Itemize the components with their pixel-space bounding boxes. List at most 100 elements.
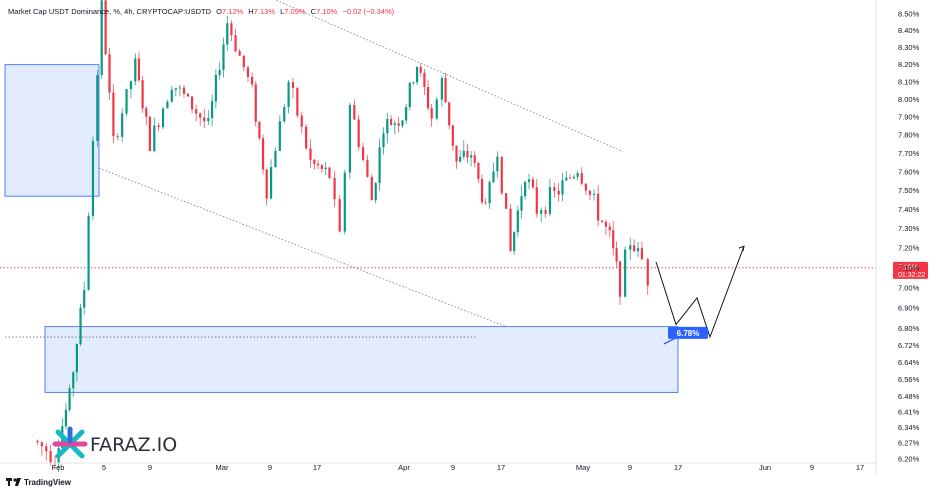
y-tick-label: 7.10% (898, 263, 920, 272)
candle-body (313, 159, 316, 164)
y-tick-label: 6.48% (898, 392, 920, 401)
candle-body (426, 87, 430, 109)
candle-body (505, 193, 508, 209)
demand-zone[interactable] (44, 326, 679, 393)
candle-body (513, 231, 516, 251)
candle-body (492, 171, 495, 183)
legend-low-label: L (280, 7, 284, 16)
x-tick-label: 17 (674, 463, 682, 472)
faraz-logo-text: FARAZ.IO (90, 434, 177, 456)
candle-body (572, 176, 575, 179)
price-axis[interactable]: 8.50% 8.40% 8.30% 8.20% 8.10% 8.00% 7.90% 7.80%… (898, 10, 920, 464)
candle-body (254, 84, 257, 122)
y-tick-label: 6.80% (898, 324, 920, 333)
candle-body (597, 193, 600, 221)
candle-body (640, 248, 644, 260)
candle-body (226, 23, 229, 45)
tradingview-label: TradingView (24, 478, 72, 487)
candle-body (430, 108, 433, 119)
y-tick-label: 7.00% (898, 283, 920, 292)
y-tick-label: 8.20% (898, 60, 920, 69)
candle-body (112, 92, 115, 137)
candle-body (338, 199, 341, 232)
candle-body (444, 78, 447, 103)
candle-body (305, 126, 308, 149)
target-badge[interactable] (668, 326, 708, 339)
candle-body (137, 58, 141, 81)
candle-body (470, 155, 473, 158)
candle-body (238, 51, 241, 56)
candle-body (296, 88, 299, 116)
candle-body (258, 121, 261, 139)
candle-body (629, 245, 632, 250)
candle-body (324, 167, 327, 170)
y-tick-label: 7.50% (898, 186, 920, 195)
legend-change-value: −0.02 (−0.34%) (342, 7, 394, 16)
candle-body (265, 169, 268, 199)
candle-body (401, 120, 404, 126)
channel-lower-line[interactable] (98, 167, 507, 328)
x-tick-label: 17 (856, 463, 864, 472)
x-tick-label: Apr (398, 463, 410, 472)
y-tick-label: 7.90% (898, 113, 920, 122)
candle-body (353, 104, 356, 120)
candle-body (535, 187, 538, 214)
candle-body (246, 67, 250, 77)
x-tick-label: 9 (810, 463, 814, 472)
candle-body (178, 87, 182, 89)
candle-body (157, 125, 160, 128)
projection-arrow-head (738, 245, 745, 252)
candle-body (412, 82, 415, 84)
last-price-badge[interactable] (893, 261, 928, 279)
candle-body (462, 150, 465, 157)
candle-body (230, 23, 233, 36)
candle-body (203, 117, 206, 122)
x-tick-label: 17 (313, 463, 321, 472)
target-badge-label: 6.78% (677, 329, 700, 338)
legend-low-value: 7.09% (284, 7, 306, 16)
candle-body (121, 113, 124, 137)
candle-body (320, 165, 323, 170)
candle-body (234, 35, 237, 52)
candle-body (91, 140, 95, 216)
x-tick-label: 9 (451, 463, 455, 472)
y-tick-label: 7.60% (898, 167, 920, 176)
candle-body (195, 109, 198, 114)
channel-upper-line[interactable] (270, 0, 624, 152)
candle-body (608, 226, 611, 231)
supply-zone[interactable] (4, 64, 100, 197)
drawing-lines-layer (0, 0, 876, 338)
projection-path[interactable] (655, 245, 745, 339)
candle-body (588, 190, 592, 195)
candle-body (45, 446, 48, 452)
candle-body (309, 148, 312, 160)
overlay-layer: 6.78% 7.10%01:32:22 (655, 245, 928, 345)
candle-body (576, 173, 579, 177)
legend-close-value: 7.10% (316, 7, 338, 16)
candle-body (83, 289, 86, 308)
x-tick-label: Feb (52, 463, 65, 472)
candle-body (100, 0, 103, 75)
candle-body (210, 101, 214, 119)
time-axis[interactable]: Feb 5 9 Mar 9 17 Apr 9 17 May 9 17 Jun 9 17 (52, 463, 865, 472)
candle-body (316, 163, 320, 166)
candle-body (36, 440, 39, 443)
y-tick-label: 6.72% (898, 341, 920, 350)
y-tick-label: 6.90% (898, 304, 920, 313)
candle-body (580, 173, 583, 184)
candle-body (104, 0, 107, 55)
legend-open-value: 7.12% (222, 7, 244, 16)
legend-open-label: O (216, 7, 222, 16)
candle-body (520, 196, 523, 211)
candle-body (584, 183, 587, 191)
tradingview-footer[interactable]: TradingView (6, 478, 72, 487)
candle-body (455, 145, 458, 162)
x-tick-label: Jun (759, 463, 771, 472)
candle-body (615, 248, 618, 262)
x-tick-label: 9 (628, 463, 632, 472)
candle-body (174, 88, 177, 90)
x-tick-label: Mar (216, 463, 229, 472)
candle-body (242, 55, 245, 68)
candle-body (451, 125, 454, 146)
